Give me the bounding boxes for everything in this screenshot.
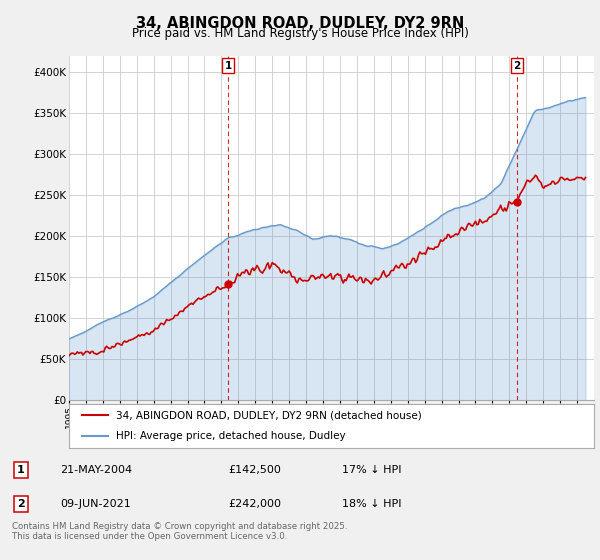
Text: 1: 1 [224, 61, 232, 71]
Text: 17% ↓ HPI: 17% ↓ HPI [342, 465, 401, 475]
Text: 21-MAY-2004: 21-MAY-2004 [60, 465, 132, 475]
Text: 18% ↓ HPI: 18% ↓ HPI [342, 499, 401, 509]
Text: 2: 2 [17, 499, 25, 509]
Text: 2: 2 [513, 61, 520, 71]
Text: 09-JUN-2021: 09-JUN-2021 [60, 499, 131, 509]
Text: Price paid vs. HM Land Registry's House Price Index (HPI): Price paid vs. HM Land Registry's House … [131, 27, 469, 40]
Text: Contains HM Land Registry data © Crown copyright and database right 2025.
This d: Contains HM Land Registry data © Crown c… [12, 522, 347, 542]
Text: £142,500: £142,500 [228, 465, 281, 475]
Text: 1: 1 [17, 465, 25, 475]
Text: £242,000: £242,000 [228, 499, 281, 509]
Text: HPI: Average price, detached house, Dudley: HPI: Average price, detached house, Dudl… [116, 431, 346, 441]
Text: 34, ABINGDON ROAD, DUDLEY, DY2 9RN: 34, ABINGDON ROAD, DUDLEY, DY2 9RN [136, 16, 464, 31]
Text: 34, ABINGDON ROAD, DUDLEY, DY2 9RN (detached house): 34, ABINGDON ROAD, DUDLEY, DY2 9RN (deta… [116, 410, 422, 420]
